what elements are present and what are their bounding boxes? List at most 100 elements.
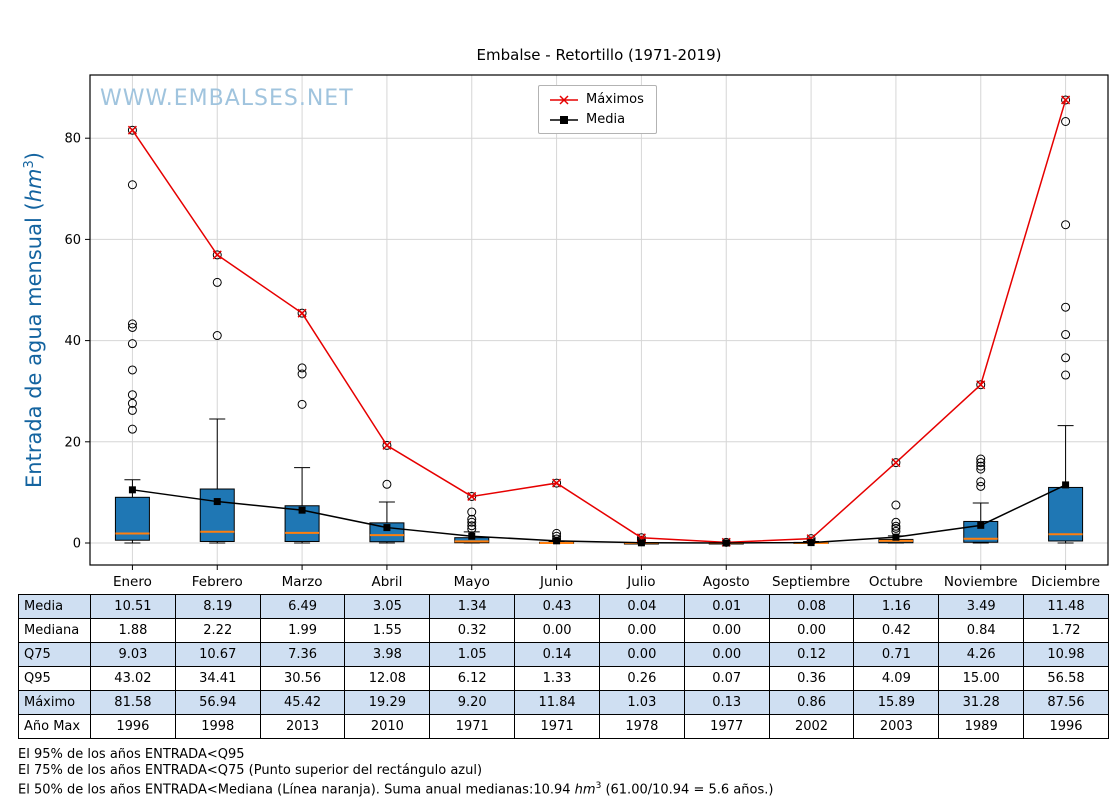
table-row-q95: Q95 43.02 34.41 30.56 12.08 6.12 1.33 0.26 0.07 0… bbox=[18, 666, 1109, 691]
table-cell: 0.32 bbox=[429, 618, 516, 643]
table-cell: 0.08 bbox=[768, 594, 855, 619]
boxplot-Abril bbox=[369, 440, 405, 544]
x-tick-label: Marzo bbox=[282, 574, 323, 590]
outlier-point bbox=[297, 399, 307, 409]
outlier-point bbox=[1061, 302, 1071, 312]
table-cell: 0.26 bbox=[598, 666, 685, 691]
y-axis-ticks: 0 20 40 60 80 bbox=[64, 132, 90, 552]
outlier-point bbox=[891, 521, 901, 531]
table-cell: 1.55 bbox=[344, 618, 431, 643]
table-cell: 1.99 bbox=[259, 618, 346, 643]
table-cell: 0.43 bbox=[514, 594, 600, 619]
y-tick-label: 80 bbox=[64, 132, 81, 147]
y-axis-label-close: ) bbox=[22, 152, 46, 161]
outlier-point bbox=[127, 390, 137, 400]
x-tick-label: Septiembre bbox=[772, 574, 850, 590]
maximos-line-icon bbox=[550, 94, 578, 105]
table-cell: 0.42 bbox=[853, 618, 940, 643]
stats-table-body: Media 10.51 8.19 6.49 3.05 1.34 0.43 0.04 0.01 0.… bbox=[18, 594, 1109, 739]
table-cell: 0.13 bbox=[683, 690, 770, 715]
table-cell: 1977 bbox=[683, 714, 770, 739]
plot-border bbox=[89, 74, 1109, 566]
watermark: WWW.EMBALSES.NET bbox=[100, 86, 354, 111]
outlier-point bbox=[467, 521, 477, 531]
table-cell: 3.05 bbox=[344, 594, 431, 619]
outlier-point bbox=[127, 125, 137, 135]
row-label: Máximo bbox=[18, 690, 91, 715]
series-media bbox=[128, 481, 1070, 547]
table-row-q75: Q75 9.03 10.67 7.36 3.98 1.05 0.14 0.00 0.00 0.12… bbox=[18, 642, 1109, 667]
footnote-unit: hm bbox=[574, 782, 596, 798]
y-axis-label-text: Entrada de agua mensual ( bbox=[22, 202, 46, 488]
table-cell: 6.49 bbox=[259, 594, 346, 619]
x-tick-label: Noviembre bbox=[944, 574, 1018, 590]
table-cell: 0.00 bbox=[598, 618, 685, 643]
table-cell: 19.29 bbox=[344, 690, 431, 715]
table-cell: 0.84 bbox=[938, 618, 1025, 643]
outlier-point bbox=[976, 380, 986, 390]
outlier-point bbox=[467, 517, 477, 527]
table-cell: 1.72 bbox=[1023, 618, 1109, 643]
legend-item-media: Media bbox=[549, 112, 644, 127]
table-cell: 1971 bbox=[429, 714, 516, 739]
row-label: Año Max bbox=[18, 714, 91, 739]
outlier-point bbox=[1061, 370, 1071, 380]
table-cell: 1996 bbox=[1023, 714, 1109, 739]
outlier-point bbox=[1061, 95, 1071, 105]
table-cell: 0.12 bbox=[768, 642, 855, 667]
outlier-point bbox=[467, 507, 477, 517]
row-label: Q75 bbox=[18, 642, 91, 667]
table-cell: 34.41 bbox=[174, 666, 261, 691]
table-cell: 43.02 bbox=[90, 666, 176, 691]
table-cell: 2010 bbox=[344, 714, 431, 739]
outlier-point bbox=[891, 500, 901, 510]
outlier-point bbox=[297, 363, 307, 373]
footnote-mediana-tail: (61.00/10.94 = 5.6 años.) bbox=[601, 782, 774, 798]
table-cell: 0.14 bbox=[514, 642, 600, 667]
chart-title: Embalse - Retortillo (1971-2019) bbox=[476, 46, 722, 64]
row-label: Media bbox=[18, 594, 91, 619]
boxplot-Mayo bbox=[454, 491, 490, 544]
table-cell: 30.56 bbox=[259, 666, 346, 691]
table-cell: 10.67 bbox=[174, 642, 261, 667]
footnote-mediana: El 50% de los años ENTRADA<Mediana (Líne… bbox=[18, 781, 773, 797]
outlier-point bbox=[127, 180, 137, 190]
y-axis-label: Entrada de agua mensual (hm3) bbox=[22, 70, 48, 570]
boxplots bbox=[114, 95, 1084, 547]
outlier-point bbox=[127, 322, 137, 332]
table-cell: 81.58 bbox=[90, 690, 176, 715]
table-cell: 0.00 bbox=[514, 618, 600, 643]
outlier-point bbox=[127, 365, 137, 375]
table-cell: 2003 bbox=[853, 714, 940, 739]
box bbox=[1048, 486, 1084, 542]
table-cell: 0.00 bbox=[683, 618, 770, 643]
table-cell: 0.04 bbox=[598, 594, 685, 619]
media-line-icon bbox=[550, 115, 578, 124]
outlier-point bbox=[212, 331, 222, 341]
footnote-q95: El 95% de los años ENTRADA<Q95 bbox=[18, 747, 245, 762]
series-máximos bbox=[127, 95, 1071, 547]
y-tick-label: 0 bbox=[73, 537, 81, 552]
x-tick-label: Agosto bbox=[703, 574, 750, 590]
table-cell: 87.56 bbox=[1023, 690, 1109, 715]
table-cell: 8.19 bbox=[174, 594, 261, 619]
legend-label-maximos: Máximos bbox=[586, 92, 644, 107]
table-row-media: Media 10.51 8.19 6.49 3.05 1.34 0.43 0.04 0.01 0.… bbox=[18, 594, 1109, 619]
footnote-q75: El 75% de los años ENTRADA<Q75 (Punto su… bbox=[18, 763, 483, 778]
table-cell: 0.00 bbox=[768, 618, 855, 643]
table-cell: 0.36 bbox=[768, 666, 855, 691]
outlier-point bbox=[891, 517, 901, 527]
outlier-point bbox=[976, 454, 986, 464]
x-tick-label: Febrero bbox=[192, 574, 243, 590]
table-cell: 1996 bbox=[90, 714, 176, 739]
table-cell: 31.28 bbox=[938, 690, 1025, 715]
footnote-unit-exponent: 3 bbox=[595, 781, 602, 791]
outlier-point bbox=[127, 339, 137, 349]
stats-table: Media 10.51 8.19 6.49 3.05 1.34 0.43 0.04 0.01 0.… bbox=[18, 594, 1109, 739]
boxplot-Enero bbox=[114, 125, 150, 544]
y-tick-label: 60 bbox=[64, 233, 81, 248]
table-cell: 0.00 bbox=[683, 642, 770, 667]
x-tick-label: Diciembre bbox=[1031, 574, 1100, 590]
table-cell: 9.03 bbox=[90, 642, 176, 667]
table-cell: 12.08 bbox=[344, 666, 431, 691]
